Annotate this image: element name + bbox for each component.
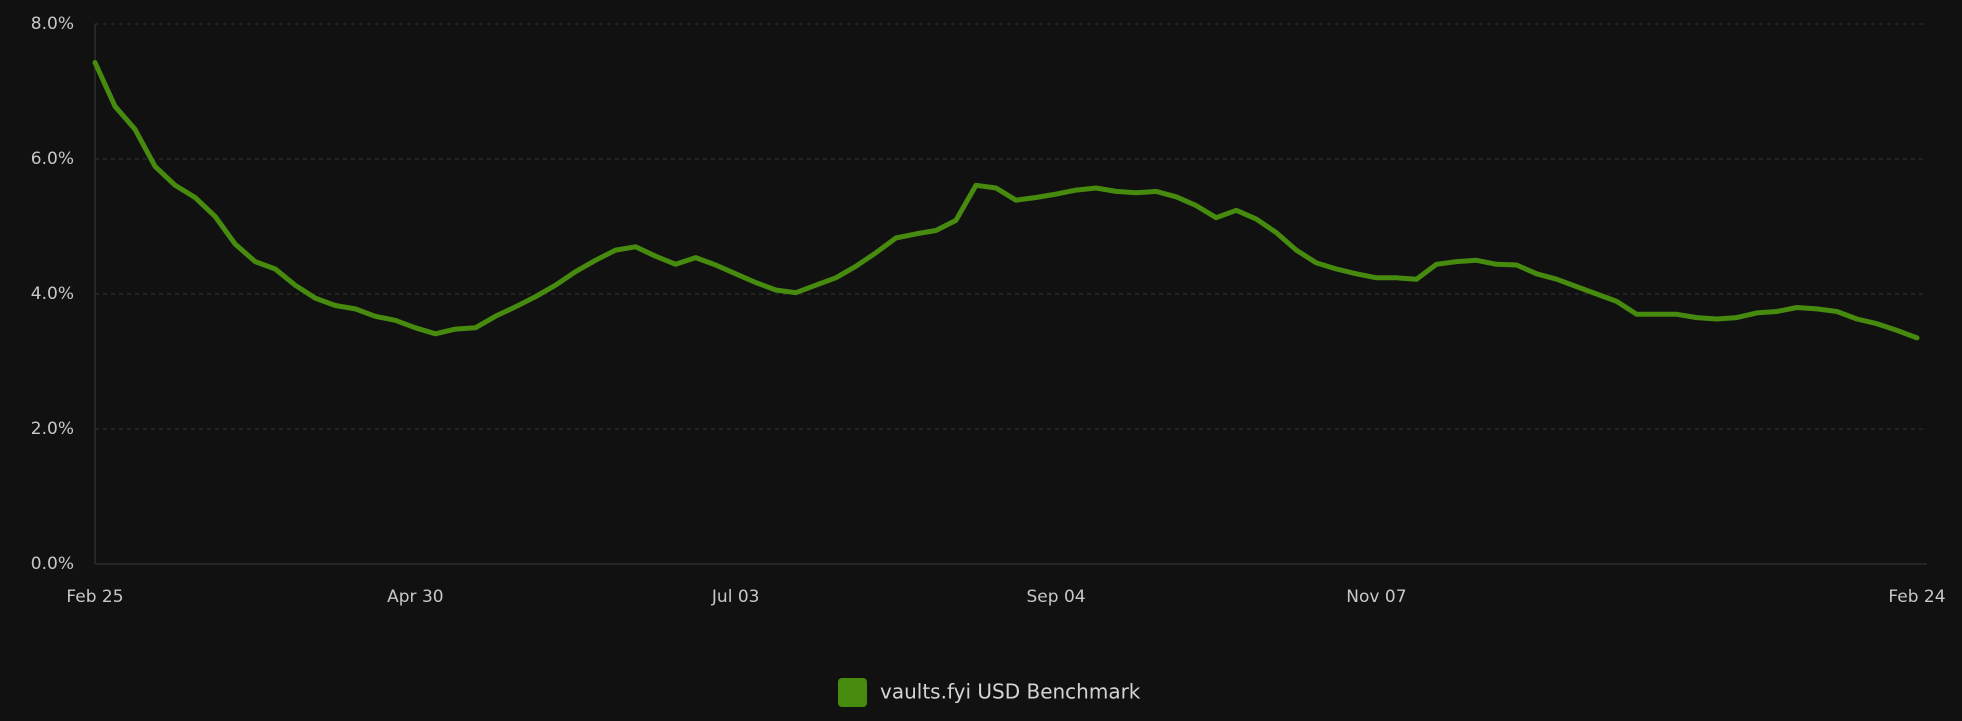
y-tick-label: 0.0% (31, 554, 74, 574)
x-tick-label: Feb 25 (66, 587, 123, 607)
y-tick-label: 4.0% (31, 284, 74, 304)
x-tick-label: Apr 30 (387, 587, 443, 607)
y-tick-label: 8.0% (31, 14, 74, 34)
x-tick-label: Nov 07 (1346, 587, 1406, 607)
x-tick-label: Jul 03 (711, 587, 760, 607)
y-tick-label: 2.0% (31, 419, 74, 439)
y-tick-label: 6.0% (31, 149, 74, 169)
legend-label: vaults.fyi USD Benchmark (880, 680, 1141, 704)
line-series (92, 60, 1920, 341)
x-tick-label: Sep 04 (1027, 587, 1086, 607)
x-tick-label: Feb 24 (1888, 587, 1945, 607)
legend-swatch (838, 678, 867, 707)
